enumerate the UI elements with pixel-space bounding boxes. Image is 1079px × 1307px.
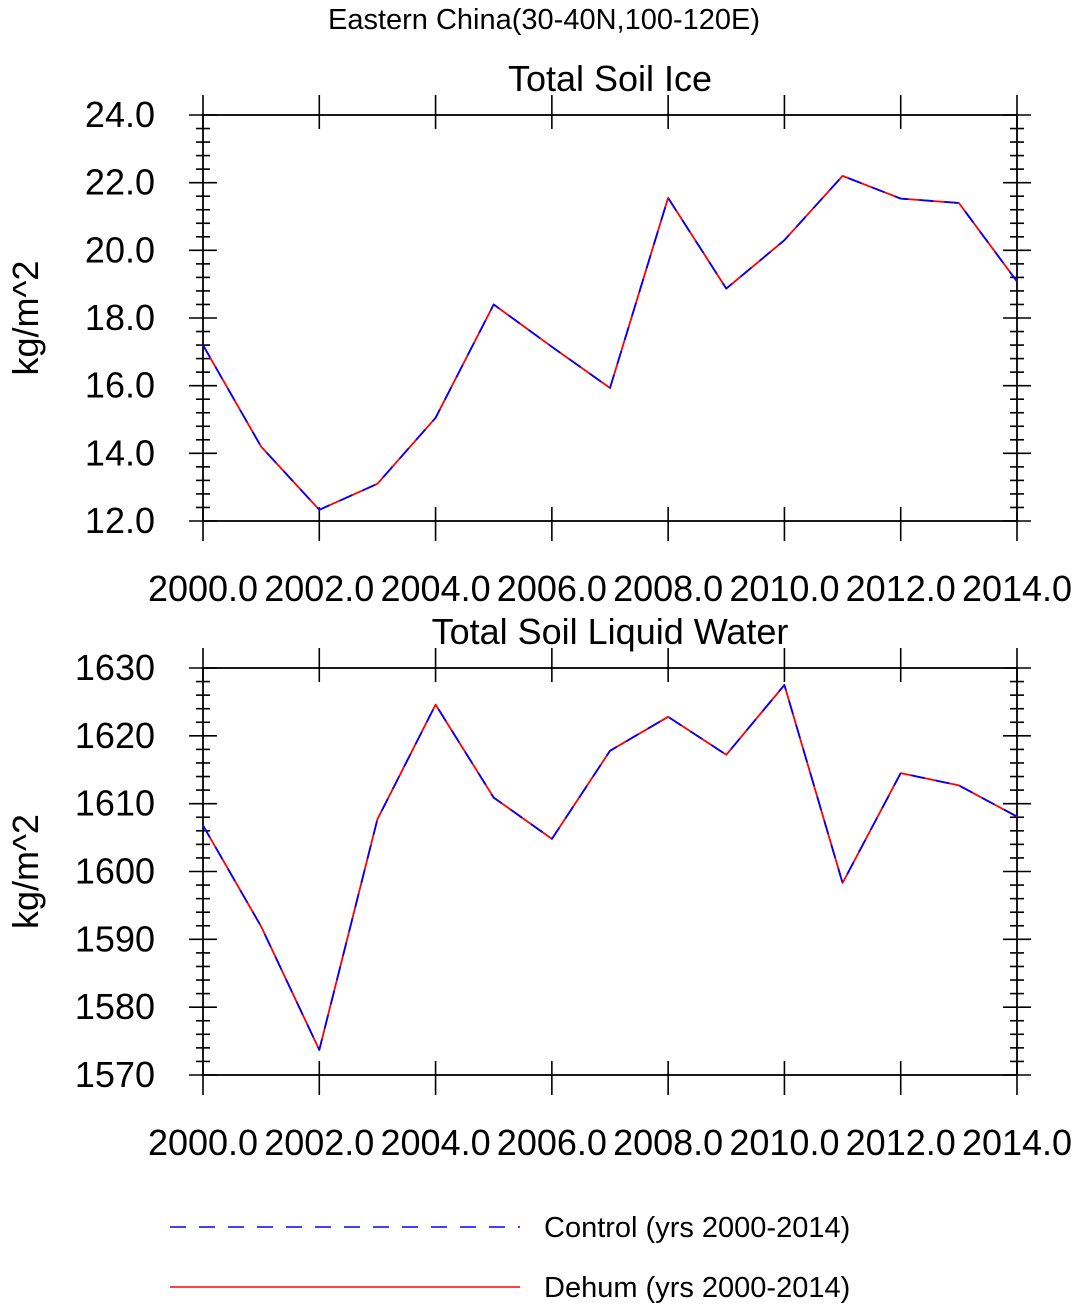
x-tick-label: 2002.0 [264, 568, 374, 609]
x-tick-label: 2008.0 [613, 568, 723, 609]
legend: Control (yrs 2000-2014) Dehum (yrs 2000-… [170, 1212, 850, 1304]
y-tick-label: 1590 [75, 918, 155, 959]
plot-frame [202, 667, 1018, 1076]
y-tick-label: 1630 [75, 647, 155, 688]
x-tick-label: 2014.0 [962, 1122, 1072, 1163]
y-tick-label: 14.0 [85, 432, 155, 473]
legend-label-dehum: Dehum (yrs 2000-2014) [544, 1272, 850, 1304]
y-tick-label: 18.0 [85, 297, 155, 338]
figure-suptitle: Eastern China(30-40N,100-120E) [328, 4, 760, 36]
y-tick-label: 1570 [75, 1054, 155, 1095]
y-tick-label: 16.0 [85, 365, 155, 406]
x-tick-label: 2006.0 [497, 568, 607, 609]
series-line-control [202, 684, 1018, 1051]
series-line-dehum [202, 684, 1018, 1051]
y-axis-label: kg/m^2 [5, 261, 46, 376]
plot-frame [202, 114, 1018, 522]
x-tick-label: 2004.0 [381, 1122, 491, 1163]
x-tick-label: 2004.0 [381, 568, 491, 609]
y-tick-label: 1600 [75, 851, 155, 892]
series-line-dehum [202, 174, 1018, 511]
x-tick-label: 2012.0 [846, 1122, 956, 1163]
y-axis-label: kg/m^2 [5, 814, 46, 929]
x-tick-label: 2002.0 [264, 1122, 374, 1163]
y-tick-label: 12.0 [85, 500, 155, 541]
x-tick-label: 2000.0 [148, 568, 258, 609]
axis-ticks [189, 648, 1031, 1095]
y-tick-label: 20.0 [85, 229, 155, 270]
series-line-control [202, 174, 1018, 511]
x-tick-label: 2014.0 [962, 568, 1072, 609]
x-tick-label: 2000.0 [148, 1122, 258, 1163]
y-tick-label: 1610 [75, 783, 155, 824]
x-tick-label: 2012.0 [846, 568, 956, 609]
y-tick-label: 22.0 [85, 162, 155, 203]
y-tick-label: 1580 [75, 986, 155, 1027]
x-tick-label: 2010.0 [729, 568, 839, 609]
y-tick-label: 24.0 [85, 94, 155, 135]
legend-label-control: Control (yrs 2000-2014) [544, 1212, 850, 1244]
panel-total-soil-ice: Total Soil Ice kg/m^2 12.0 14.0 16.0 18.0 20.0… [5, 58, 1072, 609]
y-tick-label: 1620 [75, 715, 155, 756]
axis-ticks [189, 95, 1031, 541]
panel-title: Total Soil Ice [508, 58, 712, 99]
x-tick-label: 2006.0 [497, 1122, 607, 1163]
x-tick-label: 2010.0 [729, 1122, 839, 1163]
x-tick-label: 2008.0 [613, 1122, 723, 1163]
panel-total-soil-liquid-water: Total Soil Liquid Water kg/m^2 1570 1580 159… [5, 611, 1072, 1163]
panel-title: Total Soil Liquid Water [432, 611, 789, 652]
